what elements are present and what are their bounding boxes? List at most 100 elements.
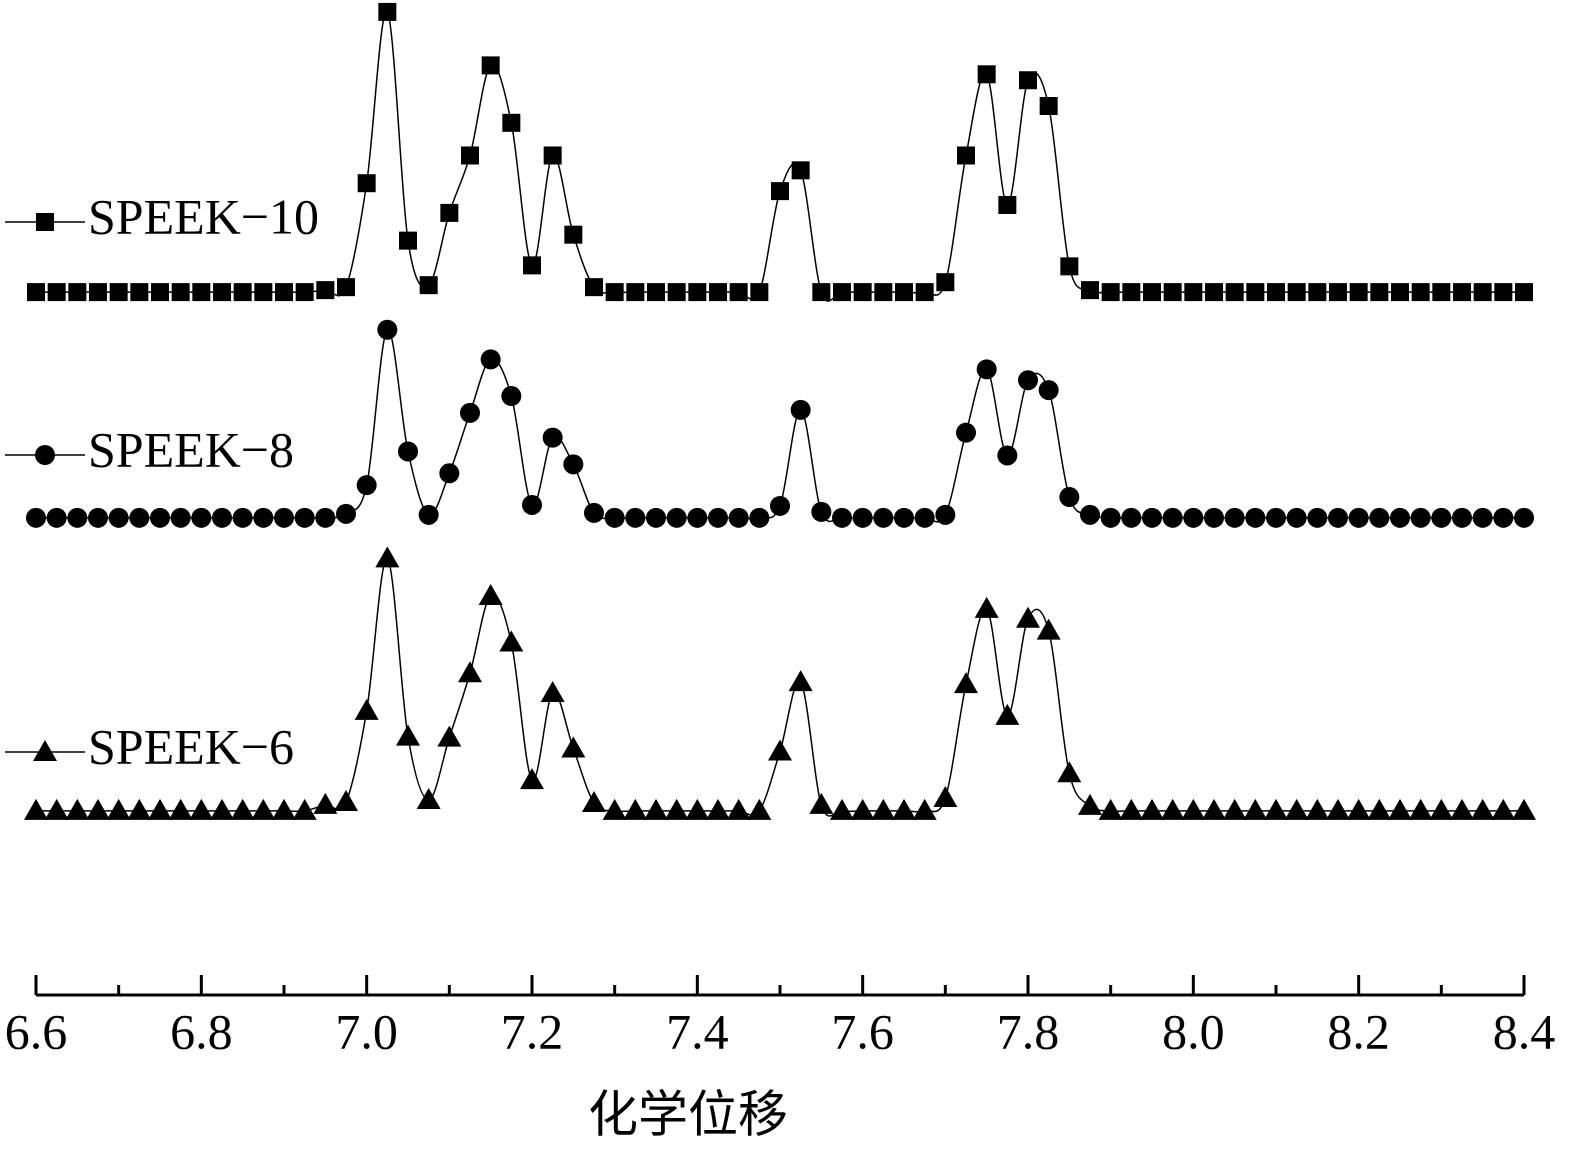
data-point	[1162, 507, 1183, 528]
legend-label: SPEEK−8	[88, 421, 294, 477]
data-point	[274, 507, 294, 528]
data-point	[1202, 798, 1226, 820]
data-point	[294, 507, 315, 528]
data-point	[89, 283, 107, 302]
data-point	[664, 798, 689, 820]
data-point	[1305, 798, 1330, 820]
data-point	[1266, 507, 1286, 528]
data-point	[647, 283, 665, 302]
data-point	[481, 56, 500, 75]
x-tick-label: 8.2	[1327, 1003, 1390, 1059]
data-point	[1205, 283, 1223, 302]
data-point	[542, 427, 563, 448]
data-point	[458, 661, 482, 683]
data-point	[791, 161, 810, 180]
data-point	[1429, 798, 1454, 820]
data-point	[375, 546, 400, 568]
data-point	[749, 507, 770, 528]
data-point	[86, 798, 110, 820]
data-point	[1515, 283, 1533, 302]
data-point	[213, 283, 231, 302]
data-point	[1142, 507, 1162, 528]
data-point	[540, 681, 565, 703]
data-point	[646, 507, 666, 528]
data-point	[604, 507, 625, 528]
series-line	[36, 11, 1524, 302]
data-point	[894, 507, 914, 528]
data-point	[770, 495, 790, 516]
data-point	[1246, 283, 1265, 302]
data-point	[954, 672, 978, 694]
data-point	[253, 507, 274, 528]
data-point	[895, 283, 913, 302]
data-point	[584, 502, 604, 523]
data-point	[109, 283, 128, 302]
data-point	[974, 596, 999, 618]
data-point	[356, 475, 377, 496]
data-point	[605, 283, 624, 302]
x-tick-label: 7.8	[997, 1003, 1060, 1059]
data-point	[1018, 370, 1038, 391]
data-point	[419, 276, 438, 295]
data-point	[1390, 507, 1410, 528]
data-point	[1367, 798, 1392, 820]
data-point	[418, 504, 439, 525]
data-point	[832, 507, 852, 528]
data-point	[148, 798, 172, 820]
data-point	[275, 283, 293, 302]
data-point	[357, 174, 376, 193]
data-point	[502, 113, 521, 132]
data-point	[850, 798, 875, 820]
data-point	[189, 798, 214, 820]
data-point	[1472, 507, 1493, 528]
data-point	[809, 792, 834, 814]
data-point	[1100, 507, 1121, 528]
data-point	[874, 283, 893, 302]
data-point	[191, 507, 212, 528]
data-point	[1470, 798, 1495, 820]
data-point	[354, 698, 379, 720]
data-point	[127, 798, 152, 820]
data-point	[750, 283, 769, 302]
data-point	[26, 507, 46, 528]
data-point	[1329, 283, 1347, 302]
data-point	[1038, 380, 1059, 401]
data-point	[399, 231, 417, 250]
data-point	[1181, 798, 1206, 820]
data-point	[1432, 283, 1451, 302]
data-point	[1222, 798, 1247, 820]
data-point	[602, 798, 627, 820]
x-tick-label: 6.6	[5, 1003, 68, 1059]
data-point	[171, 283, 190, 302]
data-point	[501, 386, 522, 407]
data-point	[768, 739, 792, 761]
data-point	[230, 798, 255, 820]
data-point	[685, 798, 710, 820]
data-point	[65, 798, 90, 820]
data-point	[272, 798, 296, 820]
data-point	[1036, 618, 1061, 640]
data-point	[67, 507, 88, 528]
data-point	[88, 507, 108, 528]
x-tick-label: 8.0	[1162, 1003, 1225, 1059]
data-point	[956, 422, 976, 443]
data-point	[1514, 507, 1534, 528]
data-point	[233, 283, 252, 302]
data-point	[295, 283, 314, 302]
data-point	[935, 504, 956, 525]
data-point	[687, 507, 708, 528]
data-point	[1140, 798, 1164, 820]
data-point	[1494, 283, 1513, 302]
data-point	[378, 2, 397, 21]
data-point	[315, 507, 336, 528]
data-point	[1284, 798, 1309, 820]
data-point	[212, 507, 232, 528]
legend-marker	[36, 213, 54, 231]
data-point	[1307, 507, 1328, 528]
data-point	[625, 507, 646, 528]
data-point	[44, 798, 69, 820]
data-point	[912, 798, 937, 820]
x-tick-label: 7.4	[666, 1003, 729, 1059]
data-point	[337, 278, 355, 297]
